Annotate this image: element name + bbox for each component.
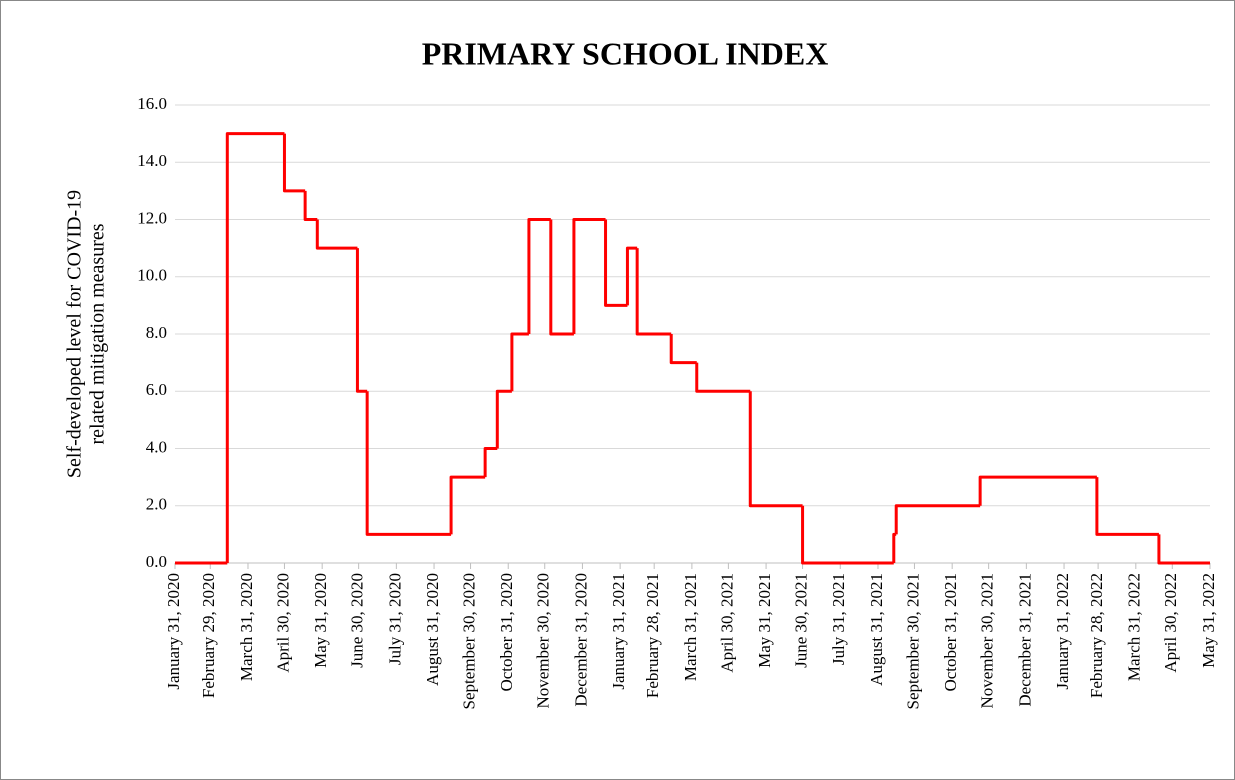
x-tick-label: May 31, 2020 bbox=[311, 573, 330, 668]
line-step bbox=[527, 218, 551, 334]
x-tick-label: January 31, 2020 bbox=[164, 573, 183, 690]
line-step bbox=[449, 475, 486, 535]
x-tick-label: June 30, 2020 bbox=[348, 573, 367, 668]
x-tick-label: April 30, 2021 bbox=[717, 573, 736, 673]
x-tick-label: July 31, 2020 bbox=[385, 573, 404, 665]
x-tick-label: September 30, 2020 bbox=[459, 573, 478, 709]
x-tick-label: March 31, 2021 bbox=[681, 573, 700, 681]
line-step bbox=[282, 133, 306, 193]
line-step bbox=[669, 334, 697, 365]
y-tick-label: 0.0 bbox=[146, 552, 167, 571]
x-tick-label: November 30, 2020 bbox=[534, 573, 553, 709]
x-tick-label: April 30, 2020 bbox=[273, 573, 292, 673]
y-axis-label: Self-developed level for COVID-19 bbox=[64, 190, 86, 478]
y-tick-label: 6.0 bbox=[146, 380, 167, 399]
x-tick-label: January 31, 2021 bbox=[609, 573, 628, 690]
line-step bbox=[365, 391, 452, 536]
x-tick-label: November 30, 2021 bbox=[978, 573, 997, 709]
x-tick-label: August 31, 2020 bbox=[423, 573, 442, 686]
y-tick-label: 12.0 bbox=[137, 208, 167, 227]
line-step bbox=[225, 132, 285, 563]
line-step bbox=[1157, 534, 1210, 565]
y-tick-label: 8.0 bbox=[146, 323, 167, 342]
line-step bbox=[355, 248, 368, 393]
y-axis-label: related mitigation measures bbox=[87, 223, 109, 444]
line-step bbox=[549, 219, 574, 336]
line-step bbox=[978, 475, 1097, 506]
line-step bbox=[315, 219, 358, 250]
y-tick-label: 16.0 bbox=[137, 94, 167, 113]
line-step bbox=[604, 219, 628, 307]
x-tick-label: September 30, 2021 bbox=[903, 573, 922, 709]
x-tick-label: October 31, 2021 bbox=[941, 573, 960, 692]
x-tick-label: April 30, 2022 bbox=[1161, 573, 1180, 673]
y-tick-label: 10.0 bbox=[137, 266, 167, 285]
x-tick-label: October 31, 2020 bbox=[497, 573, 516, 692]
x-tick-label: February 29, 2020 bbox=[199, 573, 218, 698]
x-tick-label: May 31, 2022 bbox=[1199, 573, 1218, 668]
y-tick-label: 4.0 bbox=[146, 437, 167, 456]
x-tick-label: December 31, 2021 bbox=[1015, 573, 1034, 707]
y-tick-label: 2.0 bbox=[146, 495, 167, 514]
line-step bbox=[695, 362, 751, 393]
x-tick-label: July 31, 2021 bbox=[829, 573, 848, 665]
line-step bbox=[1095, 477, 1159, 536]
line-step bbox=[303, 190, 318, 221]
x-tick-label: January 31, 2022 bbox=[1053, 573, 1072, 690]
x-tick-label: February 28, 2021 bbox=[643, 573, 662, 698]
line-step bbox=[572, 218, 606, 334]
line-step bbox=[625, 246, 638, 306]
x-tick-label: August 31, 2021 bbox=[867, 573, 886, 686]
line-step bbox=[483, 447, 498, 478]
x-tick-label: March 31, 2020 bbox=[237, 573, 256, 681]
chart-title: PRIMARY SCHOOL INDEX bbox=[422, 35, 829, 71]
x-tick-label: February 28, 2022 bbox=[1087, 573, 1106, 698]
line-step bbox=[894, 504, 981, 535]
y-tick-label: 14.0 bbox=[137, 151, 167, 170]
x-tick-label: June 30, 2021 bbox=[791, 573, 810, 668]
line-step bbox=[510, 332, 529, 392]
x-tick-label: December 31, 2020 bbox=[571, 573, 590, 707]
line-step bbox=[748, 391, 803, 508]
x-tick-label: March 31, 2022 bbox=[1125, 573, 1144, 681]
line-step bbox=[495, 389, 512, 449]
x-tick-label: May 31, 2021 bbox=[755, 573, 774, 668]
line-step bbox=[635, 248, 672, 336]
line-step bbox=[801, 505, 894, 565]
